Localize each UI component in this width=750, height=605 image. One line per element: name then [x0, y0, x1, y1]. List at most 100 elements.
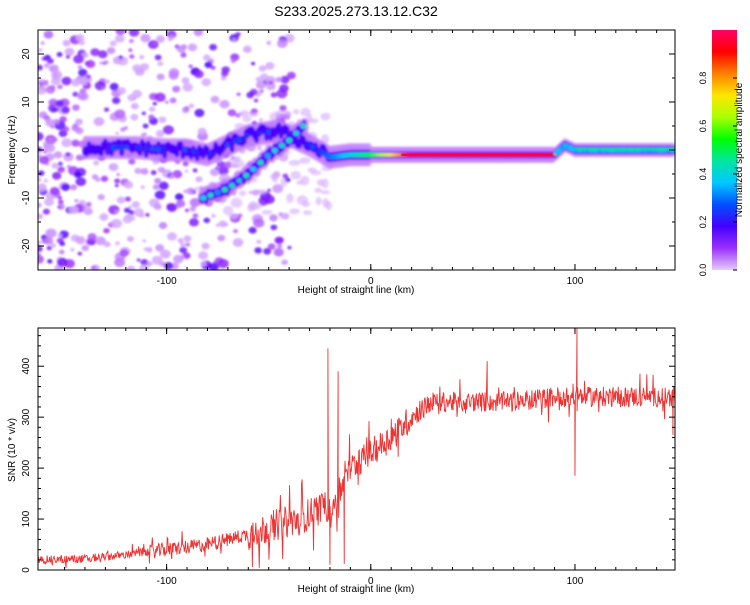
band-highlight	[668, 148, 672, 150]
noise-blob	[56, 52, 63, 57]
noise-blob	[253, 98, 259, 103]
noise-blob	[223, 161, 233, 169]
haze-blob	[289, 208, 300, 215]
haze-blob	[296, 195, 308, 206]
noise-blob	[279, 84, 289, 93]
x-tick-label: -100	[157, 276, 177, 287]
noise-blob	[45, 228, 57, 238]
spectrogram-ylabel: Frequency (Hz)	[7, 116, 18, 185]
noise-blob	[99, 61, 104, 65]
noise-blob	[169, 97, 177, 104]
ridge-core	[245, 133, 250, 139]
noise-blob	[100, 175, 109, 182]
noise-blob	[211, 213, 216, 218]
y-tick-label: -10	[21, 190, 32, 205]
noise-blob	[72, 123, 78, 128]
noise-blob	[103, 60, 109, 65]
noise-blob	[142, 239, 147, 243]
noise-blob	[233, 228, 239, 234]
noise-blob	[138, 264, 150, 270]
colorbar-gradient	[712, 30, 737, 270]
noise-blob	[75, 34, 85, 42]
noise-blob	[154, 177, 162, 184]
noise-blob	[163, 262, 174, 270]
noise-blob	[203, 217, 211, 224]
haze-blob	[316, 179, 325, 187]
haze-blob	[242, 115, 252, 123]
noise-blob	[38, 183, 47, 192]
noise-blob	[219, 100, 230, 109]
noise-blob	[217, 259, 229, 269]
noise-blob	[111, 97, 121, 105]
noise-blob	[157, 61, 164, 67]
noise-blob	[38, 176, 42, 183]
ridge-core	[119, 145, 124, 151]
colorbar-tick-label: 0.2	[698, 216, 708, 229]
noise-blob	[53, 151, 63, 159]
ridge-core	[161, 147, 167, 153]
ridge-core	[310, 144, 316, 150]
noise-blob	[193, 70, 204, 79]
colorbar-label: Normalized spectral amplitude	[734, 82, 745, 217]
snr-xlabel: Height of straight line (km)	[298, 584, 415, 595]
noise-blob	[45, 119, 55, 127]
noise-blob	[132, 64, 142, 72]
noise-blob	[38, 48, 43, 52]
haze-blob	[315, 196, 322, 206]
slope-core	[228, 182, 235, 189]
noise-blob	[143, 247, 148, 251]
noise-blob	[43, 236, 54, 245]
haze-blob	[292, 109, 300, 115]
noise-blob	[187, 43, 198, 52]
ridge-core	[286, 132, 291, 138]
band-highlight	[672, 148, 675, 150]
x-tick-label: -100	[157, 576, 177, 587]
noise-blob	[116, 196, 126, 204]
band-highlight	[612, 148, 616, 150]
noise-blob	[130, 113, 139, 121]
noise-blob	[180, 52, 187, 57]
noise-blob	[106, 47, 116, 55]
noise-blob	[64, 47, 75, 56]
haze-blob	[288, 159, 301, 166]
noise-blob	[42, 208, 50, 215]
y-tick-label: 400	[21, 357, 32, 374]
noise-blob	[179, 246, 188, 254]
noise-blob	[50, 125, 55, 129]
band-highlight	[633, 148, 637, 150]
noise-blob	[155, 129, 165, 138]
noise-blob	[56, 257, 68, 267]
noise-blob	[85, 202, 92, 207]
noise-blob	[42, 80, 49, 86]
band-highlight	[666, 148, 670, 150]
noise-blob	[166, 203, 178, 212]
noise-blob	[282, 173, 289, 179]
noise-blob	[155, 35, 165, 43]
noise-blob	[46, 245, 53, 251]
noise-blob	[103, 227, 110, 234]
band-highlight	[641, 148, 645, 150]
noise-blob	[115, 241, 120, 246]
noise-blob	[58, 249, 65, 255]
noise-blob	[73, 171, 82, 178]
slope-core	[250, 166, 257, 172]
noise-blob	[268, 80, 273, 85]
band-highlight	[619, 148, 623, 150]
noise-blob	[167, 37, 173, 42]
noise-blob	[48, 137, 54, 142]
slope-core	[264, 153, 271, 159]
noise-blob	[197, 127, 207, 136]
noise-blob	[77, 251, 83, 256]
noise-blob	[128, 48, 133, 52]
haze-blob	[307, 167, 317, 173]
noise-blob	[275, 76, 283, 83]
noise-blob	[248, 226, 257, 234]
noise-blob	[158, 222, 168, 230]
noise-blob	[224, 222, 229, 227]
noise-blob	[101, 86, 106, 90]
noise-blob	[255, 80, 266, 90]
noise-blob	[174, 193, 184, 201]
noise-blob	[103, 241, 111, 248]
colorbar-ticks: 0.0 0.2 0.4 0.6 0.8	[698, 72, 737, 276]
